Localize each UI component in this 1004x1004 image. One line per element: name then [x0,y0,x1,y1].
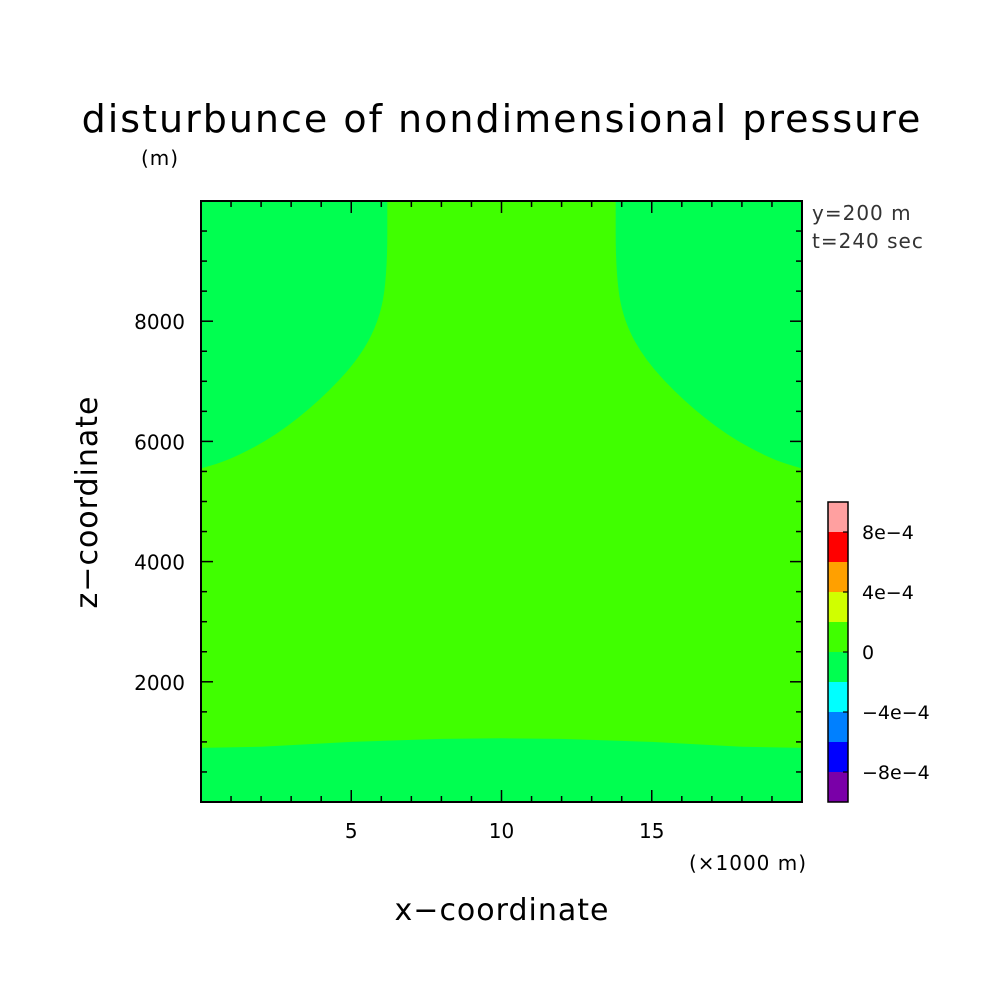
info-time: t=240 sec [812,229,924,253]
colorbar-swatch [828,712,848,742]
x-tick-label: 15 [639,819,664,843]
y-tick-label: 4000 [134,551,185,575]
axes: 5 10 15 2000 4000 6000 8000 [134,201,802,843]
colorbar-tick-label: 4e−4 [862,582,914,604]
x-tick-label: 5 [345,819,358,843]
y-tick-label: 8000 [134,310,185,334]
plot-frame [200,200,803,803]
contour-field [201,201,802,802]
colorbar-swatch [828,742,848,772]
colorbar-swatch [828,772,848,802]
contour-region-top-right-lobe [615,201,802,469]
colorbar-swatch [828,592,848,622]
y-axis-label: z−coordinate [70,396,105,609]
info-y-position: y=200 m [812,201,912,225]
colorbar-tick-label: 0 [862,642,874,664]
colorbar-swatch [828,622,848,652]
colorbar-tick-label: −8e−4 [862,762,930,784]
y-unit-label: (m) [141,146,179,170]
y-tick-label: 6000 [134,430,185,454]
y-tick-label: 2000 [134,671,185,695]
colorbar-swatch [828,532,848,562]
x-unit-note: (×1000 m) [689,851,807,875]
colorbar-swatch [828,502,848,532]
colorbar-tick-label: −4e−4 [862,702,930,724]
chart-title: disturbunce of nondimensional pressure [82,97,923,141]
colorbar: −8e−4 −4e−4 0 4e−4 8e−4 [827,501,930,803]
x-axis-label: x−coordinate [395,893,610,928]
colorbar-swatch [828,682,848,712]
colorbar-tick-label: 8e−4 [862,522,914,544]
contour-region-top-left-lobe [201,201,388,469]
colorbar-swatch [828,562,848,592]
colorbar-swatch [828,652,848,682]
x-tick-label: 10 [489,819,514,843]
contour-region-bottom-band [201,738,802,802]
